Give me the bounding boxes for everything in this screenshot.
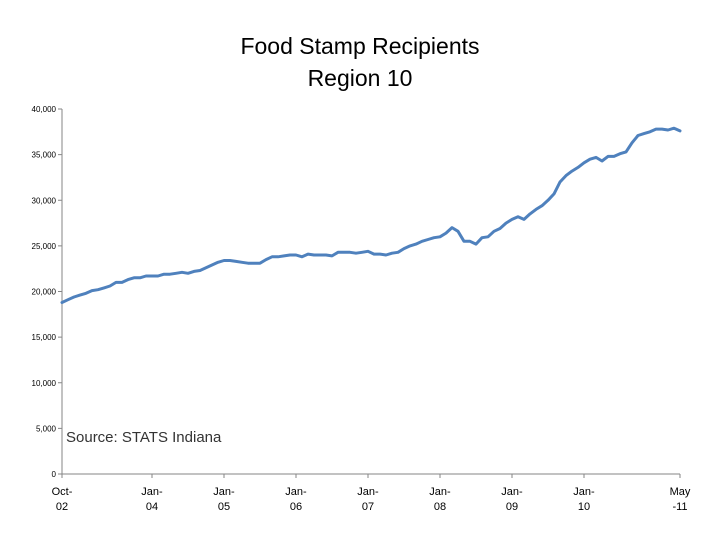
y-tick-label: 20,000 [32,288,57,297]
y-axis-ticks: 0 5,000 10,000 15,000 20,000 25,000 30,000 35,0… [32,105,62,479]
x-tick-label-line2: 08 [434,501,446,513]
x-tick-label: Jan- [213,486,235,498]
y-tick-label: 25,000 [32,242,57,251]
x-tick-label: May [670,486,691,498]
x-tick-label-line2: 04 [146,501,158,513]
y-tick-label: 5,000 [36,424,57,433]
x-tick-label: Jan- [357,486,379,498]
x-tick-label: Jan- [141,486,163,498]
x-tick-label-line2: -11 [672,501,687,513]
x-tick-label-line2: 05 [218,501,230,513]
y-tick-label: 10,000 [32,379,57,388]
y-tick-label: 40,000 [32,105,57,114]
y-tick-label: 15,000 [32,333,57,342]
series-line [60,126,682,304]
x-tick-label: Oct- [52,486,73,498]
x-tick-label-line2: 07 [362,501,374,513]
x-tick-label: Jan- [501,486,523,498]
chart-title-line1: Food Stamp Recipients [240,33,480,59]
x-tick-label: Jan- [429,486,451,498]
chart-title-line2: Region 10 [307,65,413,91]
x-tick-label: Jan- [285,486,307,498]
y-tick-label: 35,000 [32,151,57,160]
x-tick-label-line2: 09 [506,501,518,513]
y-tick-label: 0 [52,470,57,479]
y-tick-label: 30,000 [32,196,57,205]
x-tick-label-line2: 10 [578,501,590,513]
x-tick-label: Jan- [573,486,595,498]
series-group [60,126,682,304]
chart-axes [61,109,680,475]
x-tick-label-line2: 02 [56,501,68,513]
x-axis-ticks: Oct- 02 Jan- 04 Jan- 05 Jan- 06 Jan- 07 Jan- 08 Jan-… [52,474,691,513]
source-annotation: Source: STATS Indiana [66,429,222,446]
x-tick-label-line2: 06 [290,501,302,513]
